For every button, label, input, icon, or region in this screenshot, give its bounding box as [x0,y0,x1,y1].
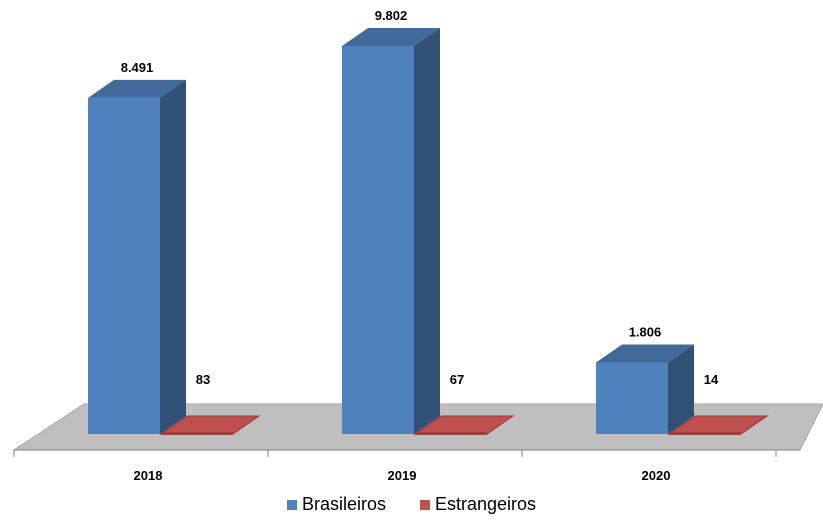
category-label-2019: 2019 [388,468,417,483]
legend-item-estrangeiros: Estrangeiros [419,494,537,515]
bar-top [596,344,694,363]
bar-side [160,79,186,434]
legend-swatch-brasileiros [286,499,297,510]
bar-brasileiros-2018 [88,79,186,434]
bar-estrangeiros-2019 [413,415,515,435]
bar-front [596,362,668,434]
bar-estrangeiros-2018 [159,415,261,435]
bar-brasileiros-2020 [596,344,694,434]
bar-top [88,79,186,98]
legend-item-brasileiros: Brasileiros [286,494,386,515]
legend-label-estrangeiros: Estrangeiros [434,494,537,514]
legend: Brasileiros Estrangeiros [0,494,823,515]
data-label-brasileiros-2020: 1.806 [629,325,662,340]
legend-label-brasileiros: Brasileiros [301,494,386,514]
bar-brasileiros-2019 [342,28,440,434]
bar-front [342,46,414,434]
category-label-2018: 2018 [134,468,163,483]
bar-front [669,432,741,435]
data-label-estrangeiros-2018: 83 [196,372,210,387]
legend-swatch-estrangeiros [419,499,430,510]
data-label-estrangeiros-2019: 67 [450,372,464,387]
bar-front [415,432,487,435]
bar-side [414,28,440,434]
category-label-2020: 2020 [642,468,671,483]
data-label-brasileiros-2018: 8.491 [121,60,154,75]
bar-front [88,97,160,434]
bar-estrangeiros-2020 [667,415,769,435]
data-label-estrangeiros-2020: 14 [704,372,719,387]
chart-svg: 8.491 83 9.802 67 1.806 14 2018 2019 2020 [12,8,823,483]
bar-front [161,432,233,435]
data-label-brasileiros-2019: 9.802 [375,8,408,23]
bar-top [342,28,440,46]
bar-side [668,344,694,434]
